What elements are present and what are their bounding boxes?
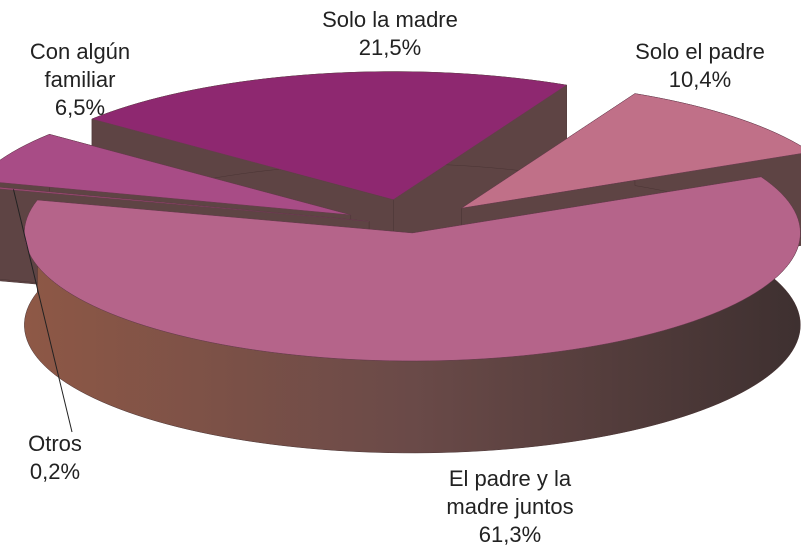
slice-top — [24, 176, 801, 362]
slice-label: Con algún familiar 6,5% — [5, 38, 155, 122]
slice-top — [0, 187, 370, 222]
slice — [24, 176, 801, 454]
value-label: 6,5% — [54, 95, 106, 120]
slice-label: El padre y la madre juntos 61,3% — [425, 465, 595, 549]
category-name: Solo la madre — [322, 7, 458, 32]
category-name: Otros — [28, 431, 82, 456]
slice-top — [461, 93, 801, 209]
value-label: 61,3% — [478, 522, 542, 547]
value-label: 10,4% — [668, 67, 732, 92]
category-name: Solo el padre — [635, 39, 765, 64]
category-name: El padre y la madre juntos — [446, 466, 574, 519]
value-label: 0,2% — [29, 459, 81, 484]
slice-label: Solo el padre 10,4% — [600, 38, 800, 94]
value-label: 21,5% — [358, 35, 422, 60]
category-name: Con algún familiar — [29, 39, 131, 92]
slice-label: Otros 0,2% — [0, 430, 110, 486]
leader-line — [12, 189, 73, 433]
slice-top — [91, 71, 568, 200]
slice-top — [0, 134, 351, 216]
slice-label: Solo la madre 21,5% — [290, 6, 490, 62]
